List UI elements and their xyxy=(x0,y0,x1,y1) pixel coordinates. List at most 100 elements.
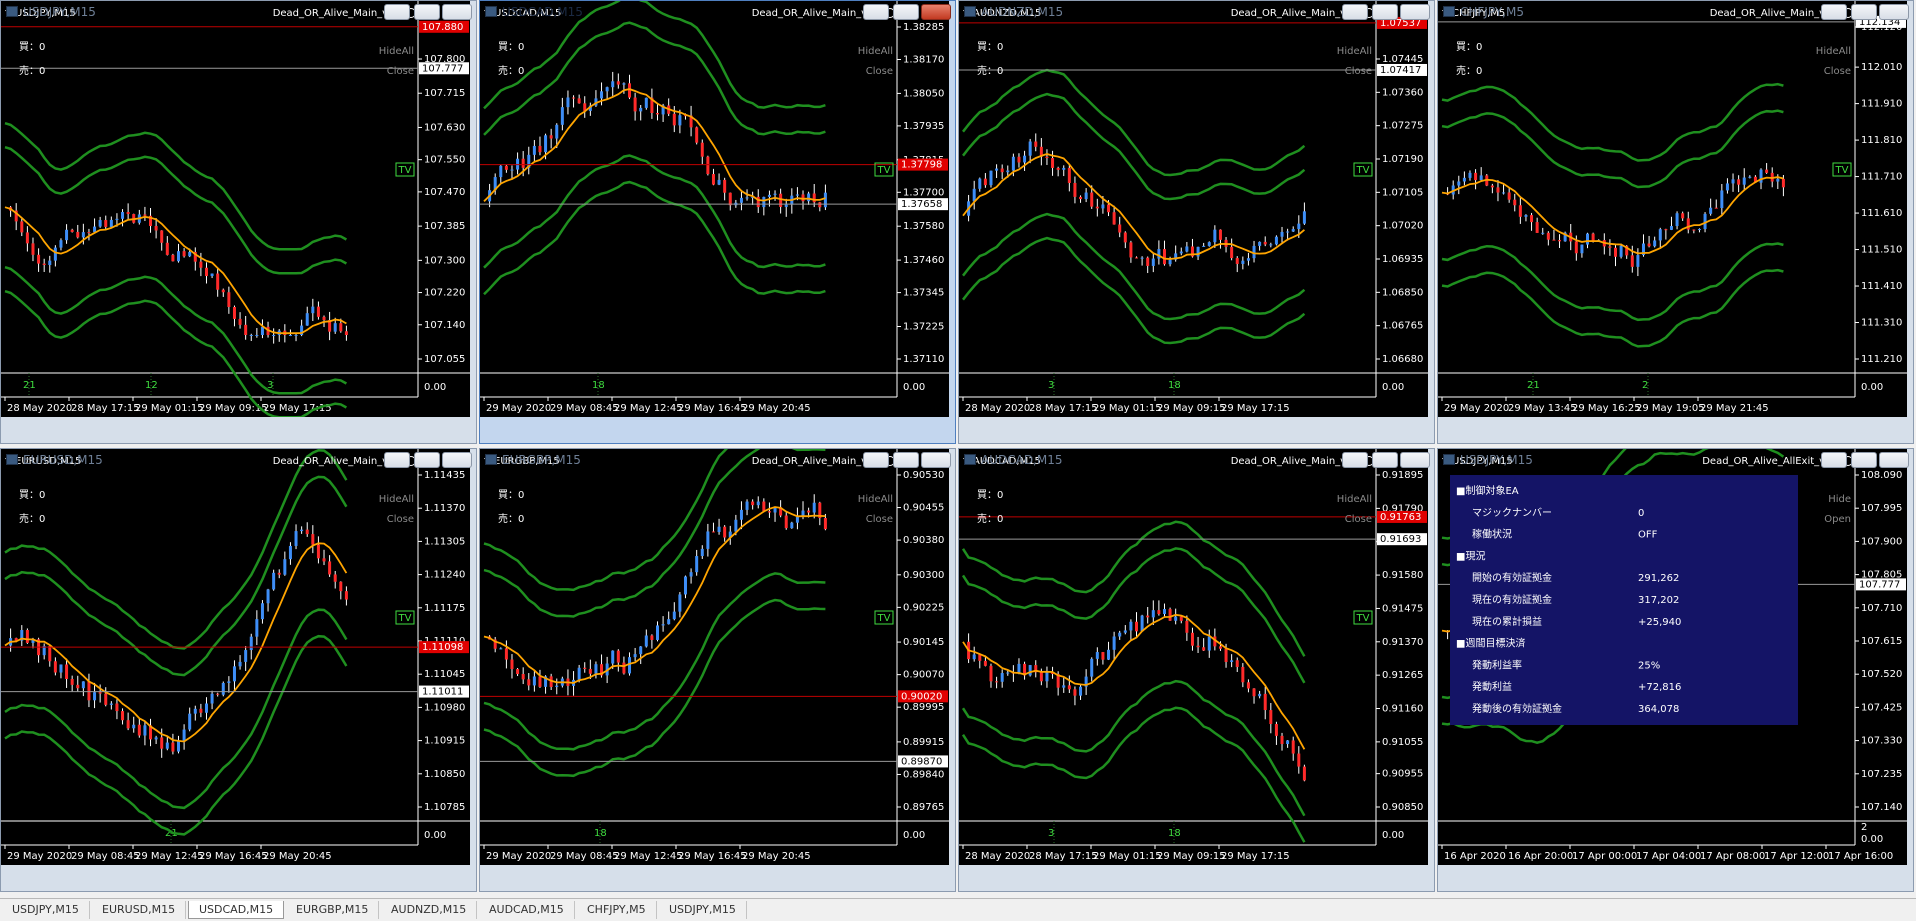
tv-button-frame[interactable] xyxy=(874,162,894,177)
maximize-button[interactable] xyxy=(893,452,919,468)
minimize-button[interactable] xyxy=(863,4,889,20)
candle-body xyxy=(311,534,315,545)
tv-button-frame[interactable] xyxy=(1832,162,1852,177)
candle-body xyxy=(37,254,41,264)
close-positions-button[interactable]: Close xyxy=(866,514,893,525)
minimize-button[interactable] xyxy=(1342,452,1368,468)
close-button[interactable] xyxy=(442,452,472,468)
candle-body xyxy=(1720,190,1724,208)
hide-button[interactable]: HideAll xyxy=(858,46,893,57)
tv-button[interactable]: TV xyxy=(1356,613,1370,624)
tv-button[interactable]: TV xyxy=(398,613,412,624)
maximize-button[interactable] xyxy=(893,4,919,20)
taskbar-tab[interactable]: USDJPY,M15 xyxy=(2,901,90,919)
close-button[interactable] xyxy=(1400,452,1430,468)
close-positions-button[interactable]: Close xyxy=(387,66,414,77)
tv-button[interactable]: TV xyxy=(1835,165,1849,176)
sell-count: 売：0 xyxy=(19,512,45,525)
candle-body xyxy=(210,273,214,277)
band-line xyxy=(961,706,1306,843)
candle-body xyxy=(316,544,320,559)
candle-body xyxy=(1580,244,1584,254)
taskbar-tab[interactable]: CHFJPY,M5 xyxy=(577,901,657,919)
candle-body xyxy=(972,188,976,202)
hide-button[interactable]: HideAll xyxy=(1337,46,1372,57)
taskbar-tab[interactable]: USDCAD,M15 xyxy=(188,901,285,919)
maximize-button[interactable] xyxy=(1372,4,1398,20)
close-positions-button[interactable]: Close xyxy=(1824,66,1851,77)
candle-body xyxy=(1157,249,1161,259)
maximize-button[interactable] xyxy=(414,452,440,468)
hide-button[interactable]: HideAll xyxy=(1337,494,1372,505)
minimize-button[interactable] xyxy=(1342,4,1368,20)
taskbar-tab[interactable]: AUDCAD,M15 xyxy=(479,901,575,919)
window-icon xyxy=(485,6,497,17)
hide-button[interactable]: HideAll xyxy=(379,46,414,57)
minimize-button[interactable] xyxy=(1821,4,1847,20)
candle-body xyxy=(706,531,710,549)
maximize-button[interactable] xyxy=(414,4,440,20)
candle-body xyxy=(81,681,85,689)
taskbar-tab[interactable]: EURGBP,M15 xyxy=(286,901,380,919)
tv-button-frame[interactable] xyxy=(1353,162,1373,177)
hide-button[interactable]: HideAll xyxy=(858,494,893,505)
minimize-button[interactable] xyxy=(384,4,410,20)
price-tick-label: 0.91055 xyxy=(1382,737,1423,748)
tv-button[interactable]: TV xyxy=(1356,165,1370,176)
date-label: 29 May 16:45 xyxy=(678,403,747,414)
taskbar-tab[interactable]: EURUSD,M15 xyxy=(92,901,187,919)
marker-label: 18 xyxy=(1168,380,1181,391)
maximize-button[interactable] xyxy=(1851,4,1877,20)
candle-body xyxy=(644,97,648,108)
close-positions-button[interactable]: Close xyxy=(387,514,414,525)
hide-button[interactable]: Hide xyxy=(1828,494,1851,505)
taskbar-tab[interactable]: AUDNZD,M15 xyxy=(381,901,478,919)
candle-body xyxy=(204,703,208,713)
close-positions-button[interactable]: Open xyxy=(1824,514,1851,525)
title-bar: AUDCAD,M15 xyxy=(959,449,1434,471)
close-button[interactable] xyxy=(1879,4,1909,20)
hide-button[interactable]: HideAll xyxy=(379,494,414,505)
candle-body xyxy=(249,335,253,336)
close-positions-button[interactable]: Close xyxy=(1345,514,1372,525)
candle-body xyxy=(622,662,626,674)
close-button[interactable] xyxy=(921,452,951,468)
maximize-button[interactable] xyxy=(1372,452,1398,468)
tv-button-frame[interactable] xyxy=(874,610,894,625)
minimize-button[interactable] xyxy=(384,452,410,468)
close-positions-button[interactable]: Close xyxy=(1345,66,1372,77)
close-button[interactable] xyxy=(442,4,472,20)
tv-button-frame[interactable] xyxy=(395,610,415,625)
hide-button[interactable]: HideAll xyxy=(1816,46,1851,57)
moving-average xyxy=(962,153,1305,260)
band-line xyxy=(4,146,348,275)
marker-label: 21 xyxy=(23,380,36,391)
tv-button[interactable]: TV xyxy=(877,165,891,176)
close-button[interactable] xyxy=(921,4,951,20)
candle-body xyxy=(1011,156,1015,171)
maximize-button[interactable] xyxy=(1851,452,1877,468)
tv-button[interactable]: TV xyxy=(877,613,891,624)
candle-body xyxy=(1636,255,1640,267)
minimize-button[interactable] xyxy=(1821,452,1847,468)
candle-body xyxy=(1552,239,1556,241)
close-button[interactable] xyxy=(1879,452,1909,468)
close-positions-button[interactable]: Close xyxy=(866,66,893,77)
close-button[interactable] xyxy=(1400,4,1430,20)
candle-body xyxy=(1280,735,1284,745)
date-label: 29 May 19:05 xyxy=(1636,403,1705,414)
candle-body xyxy=(795,194,799,196)
date-label: 29 May 08:45 xyxy=(550,403,619,414)
tv-button[interactable]: TV xyxy=(398,165,412,176)
candle-body xyxy=(628,657,632,674)
tv-button-frame[interactable] xyxy=(395,162,415,177)
chart-background xyxy=(480,1,949,417)
taskbar-tab[interactable]: USDJPY,M15 xyxy=(659,901,747,919)
candle-body xyxy=(1675,213,1679,227)
candle-body xyxy=(745,197,749,199)
candle-body xyxy=(700,142,704,157)
moving-average xyxy=(4,542,348,743)
minimize-button[interactable] xyxy=(863,452,889,468)
tv-button-frame[interactable] xyxy=(1353,610,1373,625)
candle-body xyxy=(210,693,214,704)
